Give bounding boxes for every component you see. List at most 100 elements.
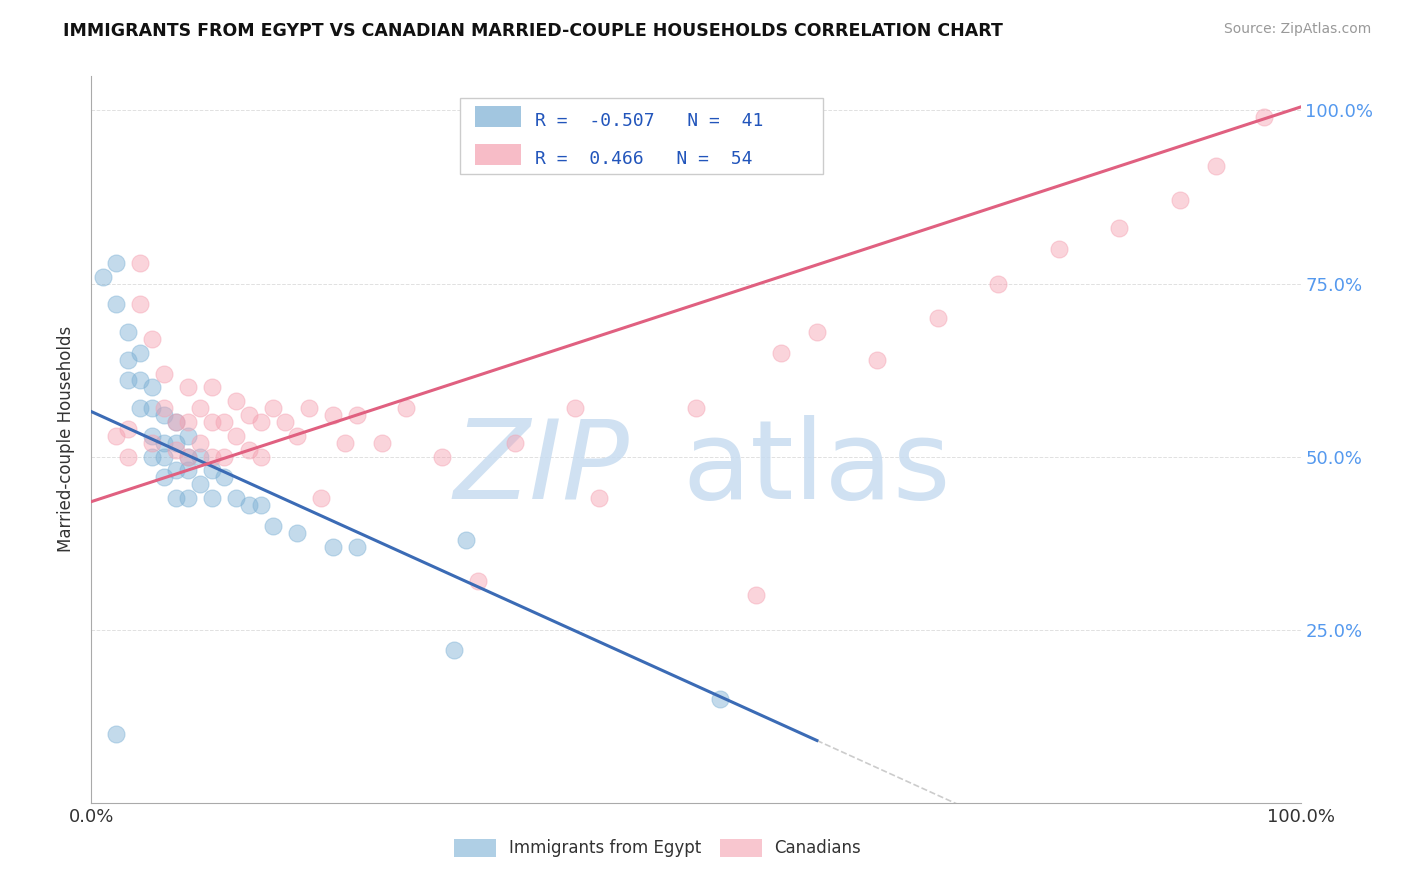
Point <box>153 401 176 416</box>
Point <box>165 442 187 457</box>
Point <box>153 470 176 484</box>
Point <box>430 450 453 464</box>
Point <box>128 401 150 416</box>
Point <box>927 311 949 326</box>
Point <box>1205 159 1227 173</box>
Point <box>806 325 828 339</box>
Text: R =  -0.507   N =  41: R = -0.507 N = 41 <box>536 112 763 130</box>
Point <box>117 352 139 367</box>
Text: R =  0.466   N =  54: R = 0.466 N = 54 <box>536 151 752 169</box>
Point <box>128 374 150 388</box>
Point <box>238 408 260 422</box>
Text: Source: ZipAtlas.com: Source: ZipAtlas.com <box>1223 22 1371 37</box>
Point <box>153 435 176 450</box>
Point <box>225 394 247 409</box>
Point <box>238 442 260 457</box>
Text: Immigrants from Egypt: Immigrants from Egypt <box>509 838 700 857</box>
Text: atlas: atlas <box>683 415 950 522</box>
Point <box>443 643 465 657</box>
Point <box>128 297 150 311</box>
Point <box>117 422 139 436</box>
Point <box>141 435 163 450</box>
Point <box>201 491 224 505</box>
Point <box>249 415 271 429</box>
Point <box>564 401 586 416</box>
Point <box>188 435 211 450</box>
Point <box>104 297 127 311</box>
Text: IMMIGRANTS FROM EGYPT VS CANADIAN MARRIED-COUPLE HOUSEHOLDS CORRELATION CHART: IMMIGRANTS FROM EGYPT VS CANADIAN MARRIE… <box>63 22 1002 40</box>
Bar <box>475 106 520 127</box>
FancyBboxPatch shape <box>460 97 823 174</box>
Point <box>262 401 284 416</box>
Bar <box>454 839 496 857</box>
Point <box>249 498 271 512</box>
Point <box>588 491 610 505</box>
Point <box>177 491 200 505</box>
Point <box>456 533 478 547</box>
Point <box>141 401 163 416</box>
Text: ZIP: ZIP <box>454 415 630 522</box>
Point <box>153 450 176 464</box>
Point <box>395 401 418 416</box>
Point <box>298 401 321 416</box>
Point <box>309 491 332 505</box>
Point <box>117 374 139 388</box>
Point <box>177 463 200 477</box>
Point <box>503 435 526 450</box>
Point <box>214 470 236 484</box>
Point <box>93 269 115 284</box>
Point <box>866 352 889 367</box>
Point <box>141 450 163 464</box>
Point <box>188 477 211 491</box>
Point <box>177 415 200 429</box>
Point <box>128 256 150 270</box>
Point <box>685 401 707 416</box>
Point <box>141 429 163 443</box>
Point <box>322 540 344 554</box>
Point <box>165 435 187 450</box>
Text: Canadians: Canadians <box>775 838 862 857</box>
Point <box>165 491 187 505</box>
Point <box>709 692 731 706</box>
Point <box>201 380 224 394</box>
Point <box>201 415 224 429</box>
Point <box>1253 111 1275 125</box>
Point <box>335 435 357 450</box>
Point <box>1168 194 1191 208</box>
Point <box>322 408 344 422</box>
Point <box>370 435 392 450</box>
Point <box>274 415 297 429</box>
Point <box>1047 242 1070 256</box>
Point <box>104 726 127 740</box>
Point <box>188 401 211 416</box>
Point <box>249 450 271 464</box>
Y-axis label: Married-couple Households: Married-couple Households <box>58 326 76 552</box>
Point <box>153 367 176 381</box>
Point <box>177 450 200 464</box>
Point <box>467 574 489 589</box>
Point <box>104 429 127 443</box>
Point <box>165 415 187 429</box>
Point <box>117 450 139 464</box>
Point <box>128 345 150 359</box>
Point <box>141 380 163 394</box>
Point <box>285 429 308 443</box>
Point <box>153 408 176 422</box>
Point <box>987 277 1010 291</box>
Point <box>177 450 200 464</box>
Point <box>1108 221 1130 235</box>
Point <box>201 450 224 464</box>
Point <box>346 540 368 554</box>
Point <box>165 415 187 429</box>
Point <box>117 325 139 339</box>
Point <box>769 345 792 359</box>
Bar <box>720 839 762 857</box>
Point <box>346 408 368 422</box>
Point <box>262 519 284 533</box>
Point <box>104 256 127 270</box>
Bar <box>475 145 520 165</box>
Point <box>225 491 247 505</box>
Point <box>165 463 187 477</box>
Point <box>141 332 163 346</box>
Point <box>238 498 260 512</box>
